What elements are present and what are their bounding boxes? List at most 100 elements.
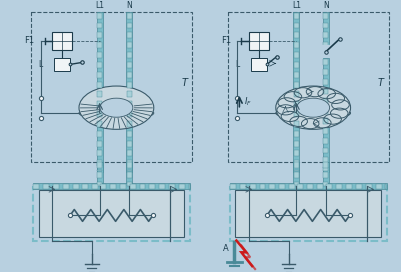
Bar [293, 160, 298, 166]
Text: L: L [38, 60, 43, 69]
Bar [97, 12, 102, 172]
Bar [97, 141, 102, 147]
Bar [97, 91, 102, 97]
Bar [293, 91, 298, 97]
Bar [82, 184, 88, 189]
Bar [126, 162, 131, 168]
Bar [73, 184, 78, 189]
Bar [126, 172, 131, 178]
Bar [323, 147, 328, 153]
Bar [293, 162, 299, 186]
Bar [323, 42, 328, 48]
Bar [97, 182, 102, 186]
Bar [293, 150, 298, 156]
Text: R: R [267, 195, 273, 204]
Bar [168, 184, 174, 189]
Bar [54, 57, 70, 71]
Bar [296, 184, 302, 189]
Bar [323, 118, 328, 124]
Text: L1: L1 [291, 1, 300, 10]
Text: T: T [377, 78, 383, 88]
Bar [97, 162, 102, 186]
Bar [126, 42, 131, 48]
Text: A: A [222, 245, 228, 254]
Ellipse shape [79, 107, 154, 120]
Bar [126, 82, 131, 88]
Bar [345, 184, 351, 189]
Bar [130, 184, 135, 189]
Bar [97, 32, 102, 38]
Bar [97, 172, 102, 178]
Bar [306, 184, 312, 189]
Bar [323, 23, 328, 29]
Bar [296, 183, 325, 189]
Bar [279, 184, 284, 189]
Bar [97, 82, 102, 88]
Bar [126, 182, 131, 186]
Bar [323, 32, 328, 38]
Bar [293, 13, 298, 19]
Bar [323, 59, 328, 65]
Bar [33, 184, 39, 189]
Bar [63, 184, 69, 189]
Bar [38, 190, 184, 237]
Bar [126, 32, 131, 38]
Bar [269, 184, 275, 189]
Ellipse shape [79, 86, 154, 129]
Bar [239, 184, 245, 189]
Bar [293, 72, 298, 78]
Bar [326, 184, 332, 189]
Bar [32, 183, 99, 189]
Bar [323, 157, 328, 163]
Bar [249, 32, 268, 50]
Bar [188, 184, 189, 189]
Bar [323, 88, 328, 94]
Bar [126, 12, 132, 172]
Bar [100, 184, 106, 189]
Bar [293, 162, 298, 168]
Bar [355, 184, 361, 189]
Bar [293, 182, 298, 186]
Bar [97, 72, 102, 78]
Bar [97, 160, 102, 166]
Bar [97, 23, 102, 29]
Bar [325, 183, 386, 189]
Bar [126, 52, 131, 58]
Text: N: N [322, 1, 328, 10]
Ellipse shape [100, 98, 132, 117]
Bar [316, 184, 322, 189]
Bar [323, 13, 328, 19]
Bar [322, 162, 328, 186]
Bar [97, 131, 102, 137]
Bar [293, 141, 298, 147]
Bar [323, 128, 328, 134]
Bar [227, 12, 388, 162]
Bar [110, 184, 115, 189]
Bar [99, 183, 129, 189]
Bar [97, 111, 102, 117]
Bar [365, 184, 371, 189]
Bar [159, 184, 165, 189]
Bar [293, 172, 298, 178]
Bar [323, 172, 328, 178]
Bar [126, 150, 131, 156]
Bar [126, 170, 131, 171]
Bar [293, 42, 298, 48]
Bar [259, 184, 265, 189]
Bar [323, 182, 328, 186]
Bar [322, 58, 328, 172]
Bar [126, 141, 131, 147]
Bar [293, 12, 299, 172]
Bar [126, 62, 131, 68]
Text: $I_F$: $I_F$ [244, 95, 251, 108]
Bar [293, 121, 298, 127]
Bar [375, 184, 381, 189]
Bar [229, 183, 296, 189]
Bar [52, 32, 72, 50]
Bar [229, 186, 386, 240]
Bar [323, 162, 328, 168]
Bar [323, 167, 328, 171]
Bar [178, 184, 184, 189]
Text: R: R [71, 195, 77, 204]
Bar [251, 57, 266, 71]
